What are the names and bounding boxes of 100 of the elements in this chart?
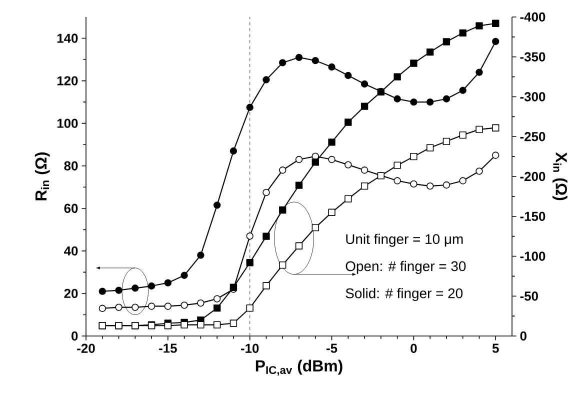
point	[312, 158, 319, 166]
y-tick-label: 80	[64, 161, 78, 170]
point	[295, 242, 303, 250]
point	[426, 48, 434, 56]
point	[344, 118, 352, 126]
y-tick-label: 60	[64, 204, 78, 213]
point	[312, 57, 319, 64]
point	[262, 282, 270, 290]
point	[164, 279, 172, 286]
y-tick-label: 140	[57, 34, 78, 43]
point	[180, 321, 188, 328]
point	[213, 202, 221, 209]
point	[476, 126, 483, 134]
y-axis-title: R$_{in}$ (Ω)	[34, 152, 50, 200]
x-tick-label: -15	[159, 344, 177, 353]
y2-tick-label: 0	[520, 331, 526, 341]
point	[410, 180, 418, 188]
y2-tick-label: -100	[520, 252, 546, 261]
y-tick-label: 40	[64, 246, 78, 256]
point	[442, 95, 450, 102]
annotation: Solid: # finger = 20	[346, 288, 463, 302]
y-tick-label: 120	[57, 76, 78, 86]
point	[279, 206, 286, 214]
point	[132, 304, 139, 311]
point	[344, 195, 352, 202]
point	[344, 72, 352, 80]
point	[442, 138, 450, 145]
point	[180, 272, 188, 279]
point	[442, 38, 450, 46]
point	[132, 284, 139, 292]
point	[459, 131, 466, 139]
point	[360, 80, 368, 88]
point	[213, 295, 221, 302]
point	[115, 304, 122, 311]
point	[279, 166, 286, 174]
point	[328, 63, 336, 71]
point	[492, 38, 500, 46]
point	[410, 60, 418, 67]
point	[476, 168, 483, 175]
point	[394, 162, 401, 169]
point	[262, 232, 270, 240]
point	[148, 302, 156, 310]
y2-tick-label: -300	[520, 92, 546, 102]
point	[410, 98, 418, 106]
point	[426, 144, 434, 152]
point	[246, 232, 254, 240]
point	[148, 282, 156, 290]
point	[213, 304, 221, 312]
point	[459, 177, 466, 184]
point	[246, 259, 254, 266]
point	[476, 68, 483, 76]
annotation: Open: # finger = 30	[346, 260, 466, 274]
x-tick-label: -20	[77, 344, 95, 353]
point	[492, 20, 500, 27]
point	[360, 102, 368, 110]
point	[213, 321, 221, 328]
point	[394, 177, 401, 184]
point	[197, 252, 204, 259]
point	[180, 302, 188, 309]
point	[262, 188, 270, 196]
point	[426, 182, 434, 190]
point	[459, 86, 466, 94]
y2-tick-label: -50	[520, 292, 538, 301]
point	[197, 299, 204, 307]
point	[246, 304, 254, 312]
y-tick-label: 0	[72, 331, 78, 341]
point	[262, 76, 270, 84]
y2-tick-label: -400	[520, 12, 546, 22]
y-tick-label: 100	[57, 118, 78, 128]
y-tick-label: 20	[64, 288, 78, 298]
point	[360, 182, 368, 190]
point	[164, 322, 172, 330]
point	[360, 166, 368, 174]
point	[295, 54, 303, 61]
y2-tick-label: -250	[520, 132, 546, 142]
point	[459, 29, 466, 37]
point	[230, 147, 238, 155]
point	[312, 224, 319, 232]
point	[328, 156, 336, 164]
annotation: Unit finger = 10 μm	[346, 234, 463, 247]
point	[394, 73, 401, 80]
point	[476, 22, 483, 30]
point	[115, 286, 122, 294]
y2-axis-title: X$_{in}$ (Ω)	[552, 152, 568, 200]
point	[328, 138, 336, 146]
point	[230, 320, 238, 327]
point	[328, 208, 336, 216]
point	[98, 288, 106, 295]
point	[279, 261, 286, 269]
point	[492, 152, 500, 159]
point	[279, 59, 286, 66]
point	[344, 161, 352, 168]
point	[164, 302, 172, 310]
x-tick-label: -5	[326, 344, 338, 353]
point	[410, 152, 418, 160]
y2-tick-label: -350	[520, 52, 546, 62]
point	[246, 104, 254, 111]
point	[295, 182, 303, 189]
y2-tick-label: -200	[520, 172, 546, 182]
x-tick-label: -10	[240, 344, 259, 353]
